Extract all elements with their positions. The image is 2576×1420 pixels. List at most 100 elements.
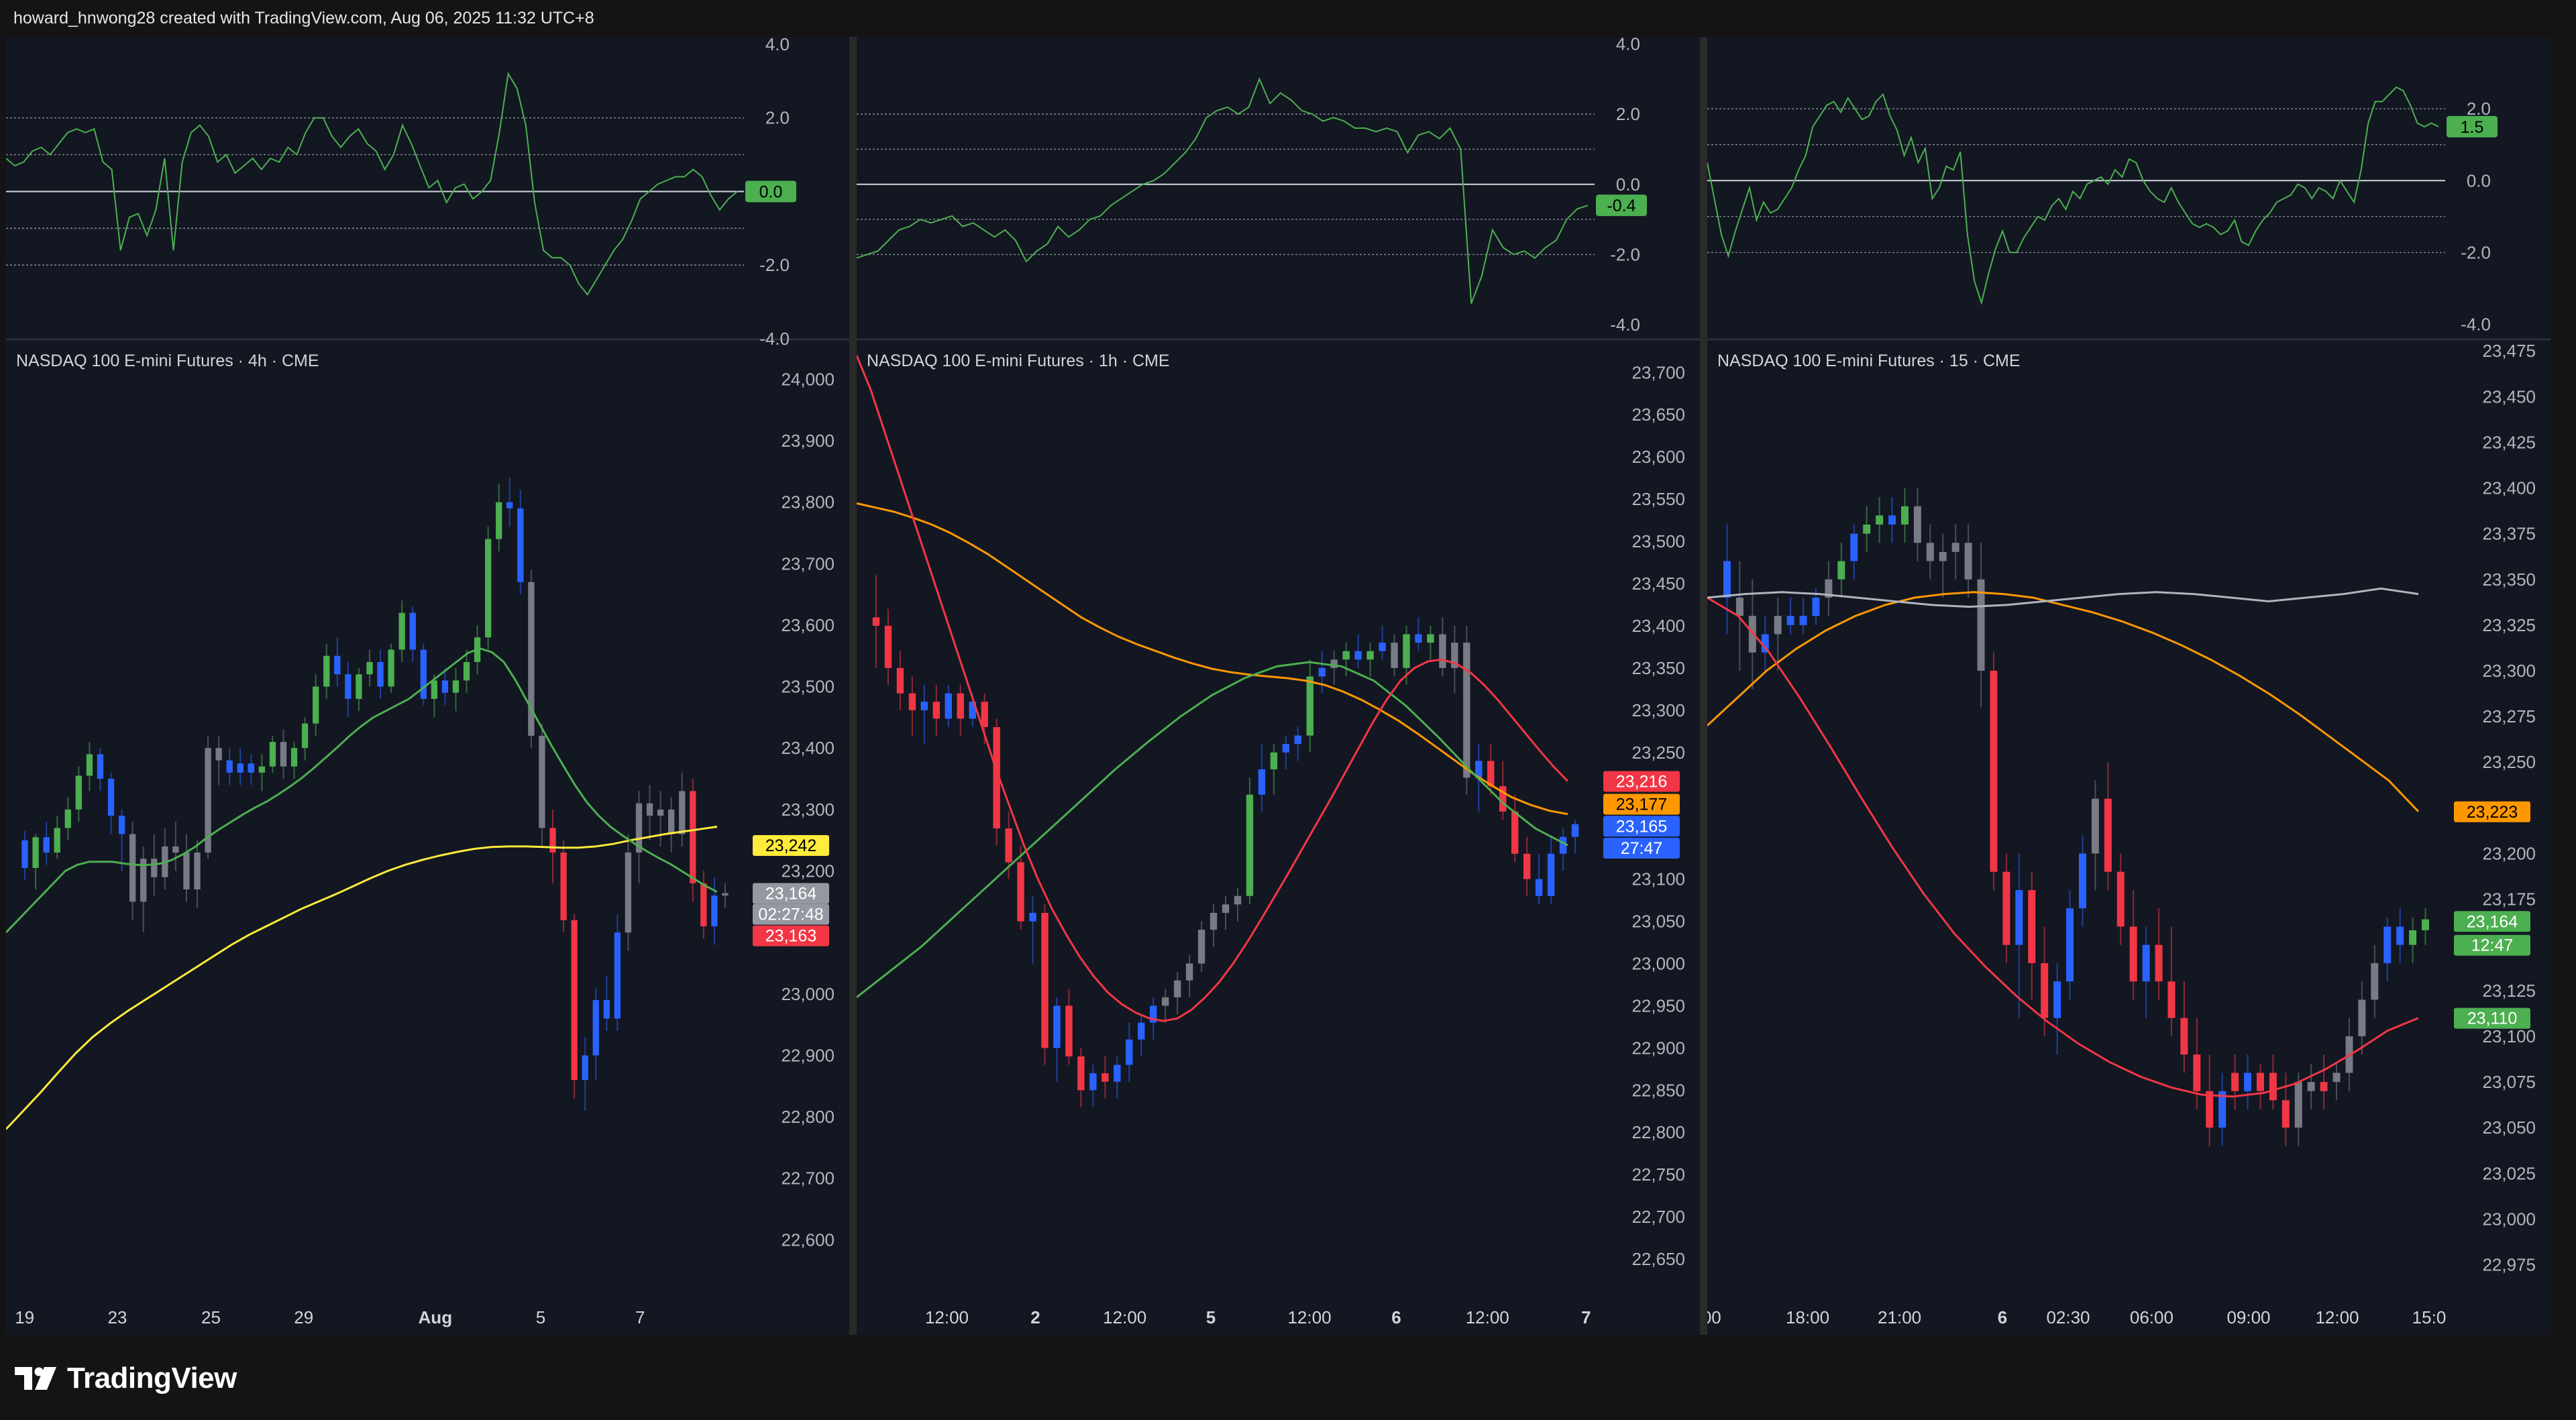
- panel-svg: 4.0 2.0 0.0 -2.0 -4.0 -0.4 NASDAQ 100 E-mini F…: [857, 37, 1700, 1327]
- candle-body: [1427, 634, 1434, 643]
- candle-body: [896, 667, 904, 694]
- candle-body: [872, 617, 880, 626]
- candle-body: [64, 809, 71, 828]
- price-badge: [1603, 771, 1680, 792]
- price-badge-text: 23,216: [1616, 773, 1667, 791]
- candle-body: [2244, 1073, 2252, 1091]
- candle-body: [592, 999, 599, 1056]
- candle-body: [981, 702, 988, 727]
- candle-body: [2371, 963, 2379, 1000]
- candle-body: [2218, 1091, 2226, 1128]
- price-axis-label: 22,900: [1631, 1038, 1685, 1058]
- price-axis-label: 23,550: [1631, 489, 1685, 509]
- time-axis-label: 12:00: [1466, 1307, 1509, 1327]
- price-badge: [2454, 801, 2530, 822]
- candle-body: [1812, 598, 1820, 616]
- candle-body: [118, 816, 125, 834]
- candle-body: [1439, 634, 1446, 668]
- ma-yellow-line: [6, 826, 718, 1130]
- candle-body: [1102, 1073, 1109, 1082]
- chart-panel-1h[interactable]: 4.0 2.0 0.0 -2.0 -4.0 -0.4 NASDAQ 100 E-mini F…: [857, 37, 1700, 1335]
- candle-body: [625, 853, 632, 933]
- candle-body: [635, 803, 643, 853]
- candle-body: [1366, 651, 1374, 660]
- price-axis-label: 23,450: [2482, 386, 2536, 406]
- time-axis-label: 6: [1391, 1307, 1401, 1327]
- time-axis-label: 00: [1707, 1307, 1721, 1327]
- candle-body: [226, 760, 233, 773]
- candle-body: [1863, 525, 1871, 534]
- candle-body: [1900, 506, 1909, 525]
- price-axis-label: 23,700: [1631, 362, 1685, 382]
- price-axis-label: 22,600: [781, 1230, 835, 1250]
- candle-body: [2422, 919, 2430, 930]
- candle-body: [582, 1055, 588, 1081]
- price-badge-text: 23,110: [2467, 1009, 2518, 1028]
- candle-body: [1391, 643, 1398, 668]
- candle-body: [1246, 794, 1254, 896]
- oscillator-line: [1707, 86, 2439, 306]
- tradingview-brand[interactable]: TradingView: [15, 1358, 237, 1399]
- time-axis-label: 12:00: [2315, 1307, 2359, 1327]
- candle-body: [2396, 926, 2404, 945]
- price-axis-label: 23,200: [2482, 843, 2536, 863]
- candle-body: [1197, 930, 1205, 964]
- price-axis-label: 23,400: [781, 738, 835, 758]
- time-axis-label: 12:00: [1103, 1307, 1146, 1327]
- candle-body: [711, 895, 718, 926]
- candle-body: [1571, 824, 1579, 837]
- candle-body: [1559, 836, 1567, 854]
- candle-body: [334, 655, 341, 675]
- candle-body: [356, 674, 362, 699]
- chart-panel-4h[interactable]: 4.0 2.0 -2.0 -4.0 0.0 NASDAQ 100 E-mini Futur…: [6, 37, 849, 1335]
- chart-panel-15m[interactable]: 2.0 0.0 -2.0 -4.0 1.5 NASDAQ 100 E-mini Futur…: [1707, 37, 2551, 1335]
- oscillator-axis-label: 4.0: [1616, 37, 1640, 54]
- candle-body: [97, 754, 104, 779]
- ma-green-line: [6, 647, 718, 934]
- price-badge: [1603, 816, 1680, 837]
- oscillator-axis-label: 4.0: [765, 37, 790, 54]
- candle-body: [1951, 543, 1960, 552]
- candle-body: [1837, 561, 1845, 580]
- oscillator-line: [6, 71, 738, 296]
- candle-body: [2256, 1073, 2264, 1091]
- price-badge: [2454, 911, 2530, 932]
- candle-body: [549, 828, 556, 853]
- candle-body: [1294, 735, 1302, 745]
- price-axis-label: 23,500: [781, 677, 835, 697]
- candle-body: [301, 723, 309, 749]
- price-axis-label: 23,050: [2482, 1117, 2536, 1138]
- oscillator-value-text: 1.5: [2461, 118, 2484, 137]
- candle-body: [668, 809, 675, 834]
- candle-body: [1270, 752, 1278, 769]
- candle-body: [398, 612, 405, 650]
- price-axis-label: 22,800: [781, 1107, 835, 1127]
- candle-body: [129, 834, 136, 902]
- price-axis-label: 22,750: [1631, 1164, 1685, 1185]
- candle-body: [2282, 1100, 2290, 1128]
- panel-separator[interactable]: [849, 37, 857, 1335]
- time-axis-label: 15:0: [2412, 1307, 2447, 1327]
- candle-body: [409, 612, 416, 650]
- panel-svg: 2.0 0.0 -2.0 -4.0 1.5 NASDAQ 100 E-mini Futur…: [1707, 86, 2551, 1327]
- ma-red-line: [1707, 596, 2419, 1098]
- candle-body: [920, 702, 928, 710]
- price-axis-label: 23,400: [2482, 478, 2536, 498]
- price-badge-text: 23,177: [1616, 796, 1667, 814]
- footer-bar: TradingView: [0, 1338, 2576, 1420]
- candle-body: [1523, 853, 1531, 879]
- candle-body: [679, 791, 686, 834]
- candle-body: [1306, 676, 1313, 736]
- price-axis-label: 23,600: [781, 615, 835, 635]
- candle-body: [1330, 659, 1338, 668]
- price-axis-label: 23,350: [1631, 658, 1685, 678]
- candle-body: [657, 809, 664, 816]
- candle-body: [722, 893, 729, 896]
- candle-body: [571, 920, 578, 1081]
- oscillator-axis-label: -2.0: [759, 255, 790, 275]
- candle-body: [2078, 853, 2086, 909]
- price-axis-label: 23,400: [1631, 616, 1685, 636]
- candle-body: [313, 686, 319, 724]
- panel-separator[interactable]: [1700, 37, 1707, 1335]
- candle-body: [1786, 616, 1794, 625]
